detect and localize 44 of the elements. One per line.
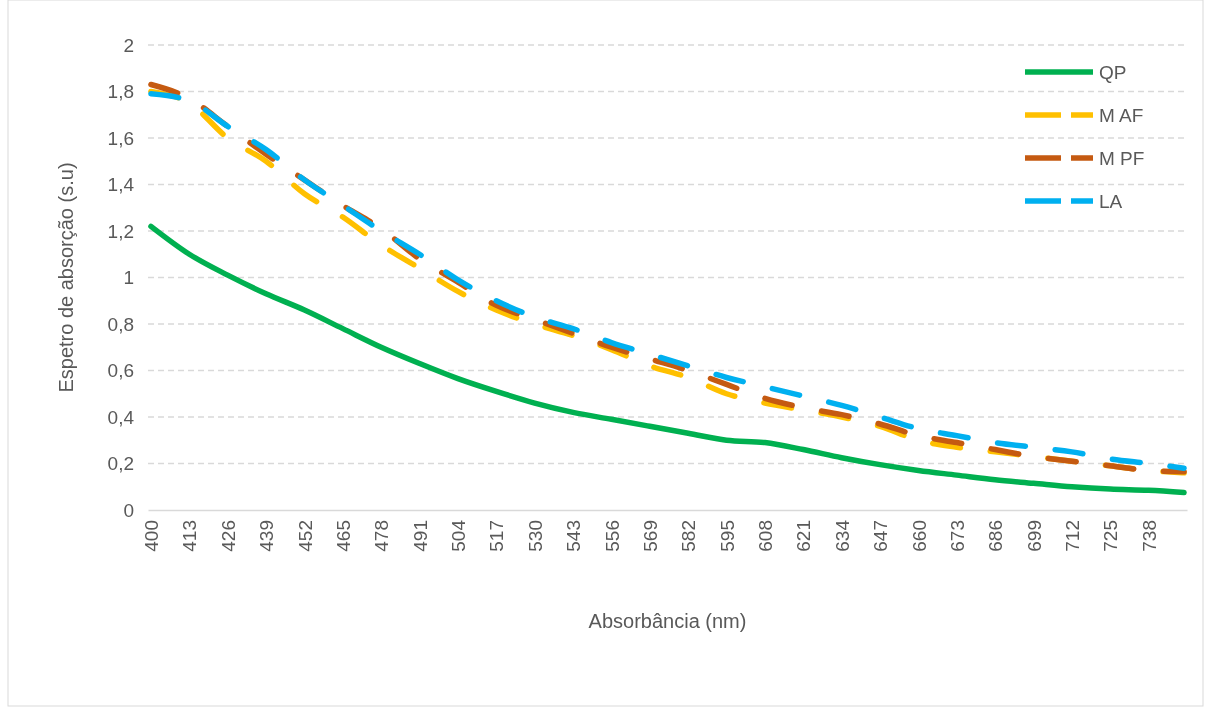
x-tick-label: 686 [985,520,1007,552]
x-tick-label: 426 [217,520,239,552]
x-tick-label: 738 [1138,520,1160,552]
y-tick-label: 1,4 [107,174,135,196]
x-tick-label: 699 [1023,520,1045,552]
y-tick-label: 1 [123,267,134,289]
x-tick-label: 452 [294,520,316,552]
y-tick-label: 0,4 [107,406,135,428]
y-tick-label: 1,2 [107,220,134,242]
y-tick-label: 2 [123,34,134,56]
x-tick-label: 478 [371,520,393,552]
x-tick-label: 660 [908,520,930,552]
legend-label: M PF [1099,148,1145,169]
x-axis-title: Absorbância (nm) [588,610,747,632]
x-tick-label: 569 [639,520,661,552]
y-tick-label: 0 [123,499,134,521]
x-tick-label: 595 [716,520,738,552]
x-tick-label: 556 [601,520,623,552]
y-tick-label: 0,2 [107,453,134,475]
y-tick-label: 0,8 [107,313,134,335]
x-tick-label: 439 [256,520,278,552]
x-tick-label: 413 [179,520,201,552]
x-tick-label: 517 [486,520,508,552]
x-tick-label: 582 [678,520,700,552]
y-tick-label: 1,6 [107,127,134,149]
x-tick-label: 673 [946,520,968,552]
y-tick-label: 1,8 [107,81,134,103]
x-tick-label: 634 [831,519,853,552]
x-tick-label: 400 [141,520,163,552]
legend-label: QP [1099,62,1127,83]
legend-label: LA [1099,191,1123,212]
x-tick-label: 543 [563,520,585,552]
x-tick-label: 530 [524,520,546,552]
y-axis-title: Espetro de absorção (s.u) [55,162,77,393]
x-tick-label: 621 [793,520,815,552]
x-tick-label: 465 [332,520,354,552]
legend-label: M AF [1099,105,1144,126]
x-tick-label: 608 [755,520,777,552]
y-tick-label: 0,6 [107,360,134,382]
x-tick-label: 725 [1100,520,1122,552]
x-tick-label: 712 [1062,520,1084,552]
x-tick-label: 647 [870,520,892,552]
x-tick-label: 504 [448,519,470,552]
x-tick-label: 491 [409,520,431,552]
